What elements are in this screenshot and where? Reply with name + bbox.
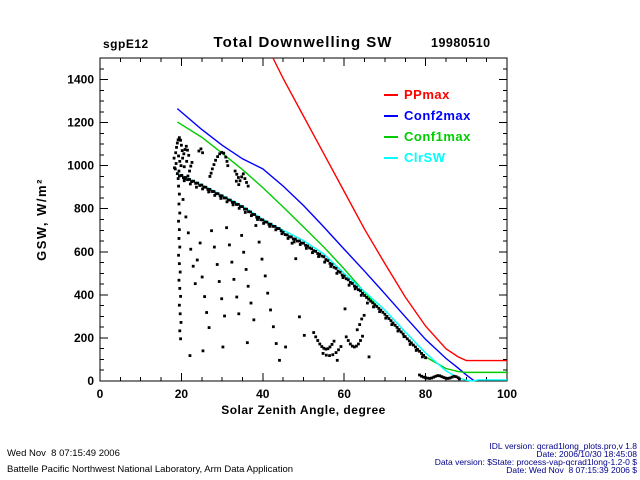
idl-version-text: IDL version: qcrad1long_plots.pro,v 1.8 — [489, 441, 637, 451]
y-axis-title: GSW, W/m² — [34, 178, 49, 261]
axes — [99, 57, 508, 382]
svg-text:40: 40 — [256, 387, 270, 401]
svg-text:1200: 1200 — [67, 116, 94, 130]
idl-date-text: Date: 2006/10/30 18:45:08 — [536, 449, 637, 459]
svg-text:800: 800 — [74, 202, 94, 216]
svg-text:0: 0 — [87, 374, 94, 388]
svg-text:0: 0 — [97, 387, 104, 401]
clrsw-line-swatch — [384, 156, 398, 159]
x-axis-title: Solar Zenith Angle, degree — [221, 403, 386, 417]
svg-text:1000: 1000 — [67, 159, 94, 173]
ppmax-line-swatch — [384, 93, 398, 96]
svg-text:100: 100 — [497, 387, 517, 401]
conf1max-label: Conf1max — [404, 129, 471, 144]
conf2max-label: Conf2max — [404, 108, 471, 123]
timestamp-text: Wed Nov 8 07:15:49 2006 — [7, 448, 120, 459]
svg-text:1400: 1400 — [67, 73, 94, 87]
legend: PPmax Conf2max Conf1max ClrSW — [384, 84, 471, 168]
site-label: sgpE12 — [103, 37, 149, 51]
scatter-points — [172, 136, 461, 381]
svg-text:80: 80 — [419, 387, 433, 401]
axis-labels: 0 20 40 60 80 1000200400600800100012001400Sol… — [34, 73, 517, 417]
conf1max-line-swatch — [384, 135, 398, 138]
svg-text:600: 600 — [74, 245, 94, 259]
process-date-text: Date: Wed Nov 8 07:15:39 2006 $ — [506, 465, 637, 475]
series-Conf2max — [176, 108, 475, 382]
svg-text:200: 200 — [74, 331, 94, 345]
clrsw-label: ClrSW — [404, 150, 446, 165]
svg-text:20: 20 — [175, 387, 189, 401]
legend-item-conf1max: Conf1max — [384, 126, 471, 147]
data-version-text: Data version: $State: process-vap-qcrad1… — [434, 457, 637, 467]
ppmax-label: PPmax — [404, 87, 450, 102]
conf2max-line-swatch — [384, 114, 398, 117]
date-label: 19980510 — [431, 36, 491, 50]
organization-text: Battelle Pacific Northwest National Labo… — [7, 464, 294, 475]
svg-text:60: 60 — [338, 387, 352, 401]
series-PPmax — [272, 57, 507, 362]
page-title: Total Downwelling SW — [213, 34, 393, 51]
legend-item-ppmax: PPmax — [384, 84, 471, 105]
svg-text:400: 400 — [74, 288, 94, 302]
series-Conf1max — [176, 121, 507, 374]
legend-item-conf2max: Conf2max — [384, 105, 471, 126]
legend-item-clrsw: ClrSW — [384, 147, 471, 168]
